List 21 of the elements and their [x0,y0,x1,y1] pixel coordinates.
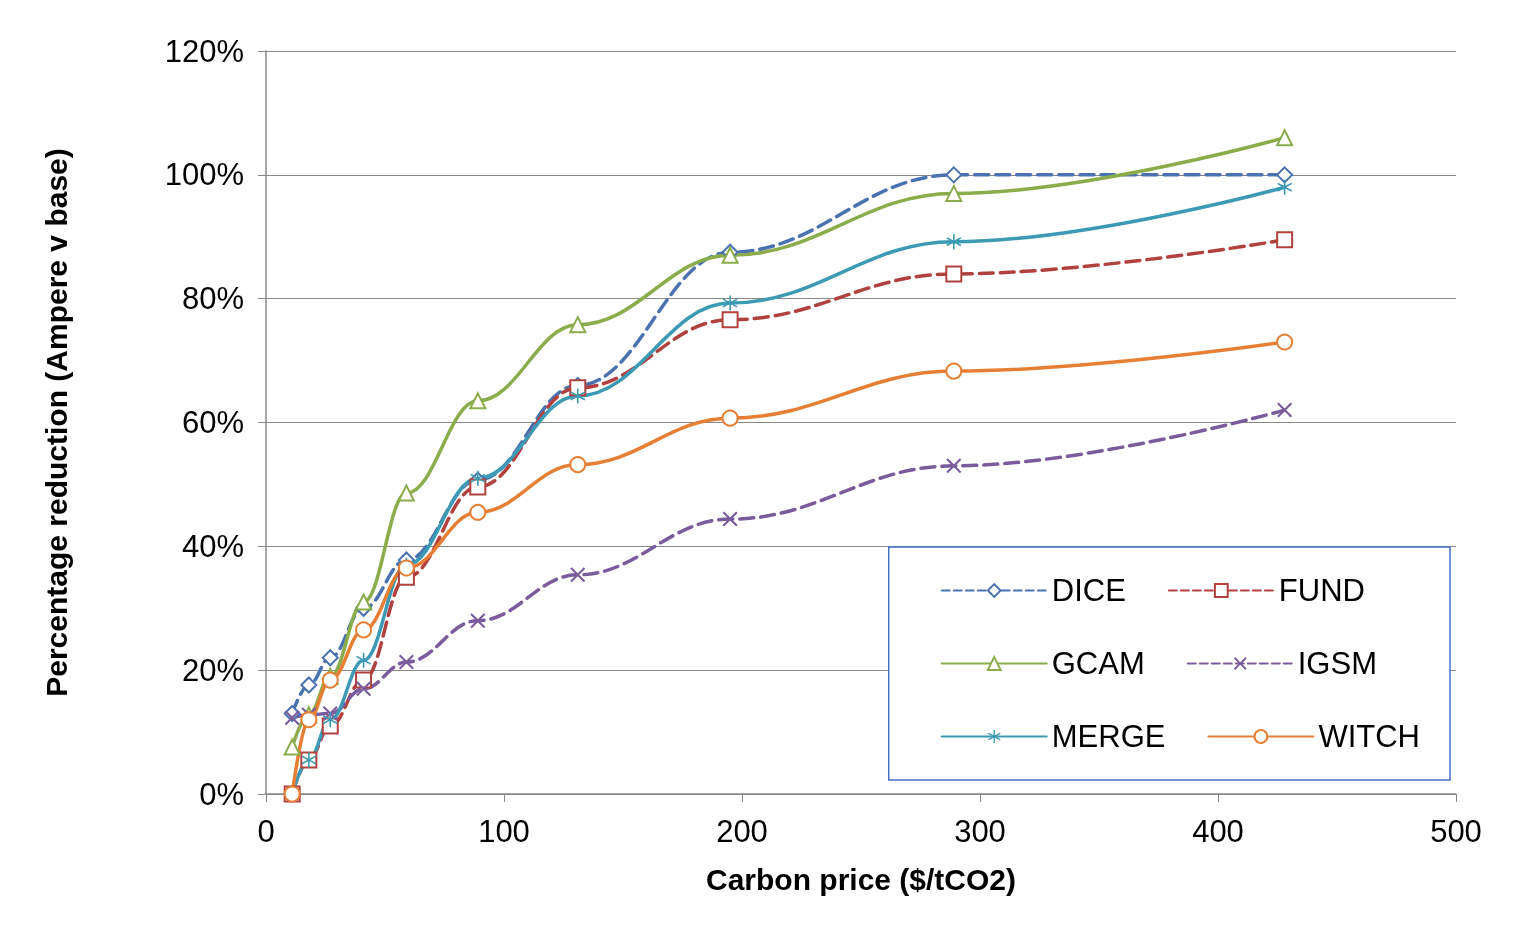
x-tick-label: 100 [478,814,530,849]
y-tick-label: 100% [164,157,244,193]
y-tick-label: 0% [199,776,244,812]
x-tick-label: 400 [1192,814,1244,849]
x-tick-label: 0 [257,814,275,849]
y-tick-label: 80% [181,281,244,317]
legend-label: IGSM [1297,646,1377,681]
y-tick-label: 20% [181,652,244,688]
x-tick-label: 500 [1430,814,1482,849]
legend-label: WITCH [1318,719,1421,754]
legend-label: FUND [1278,573,1365,608]
legend-label: GCAM [1051,646,1145,681]
y-tick-label: 40% [181,528,244,564]
y-tick-label: 120% [164,33,244,69]
x-tick-label: 200 [716,814,768,849]
legend-label: MERGE [1051,719,1166,754]
x-tick-label: 300 [954,814,1006,849]
x-axis-title: Carbon price ($/tCO2) [705,862,1017,896]
y-tick-label: 60% [181,405,244,440]
legend-label: DICE [1051,573,1126,608]
y-axis-title: Percentage reduction (Ampere v base) [39,148,73,697]
